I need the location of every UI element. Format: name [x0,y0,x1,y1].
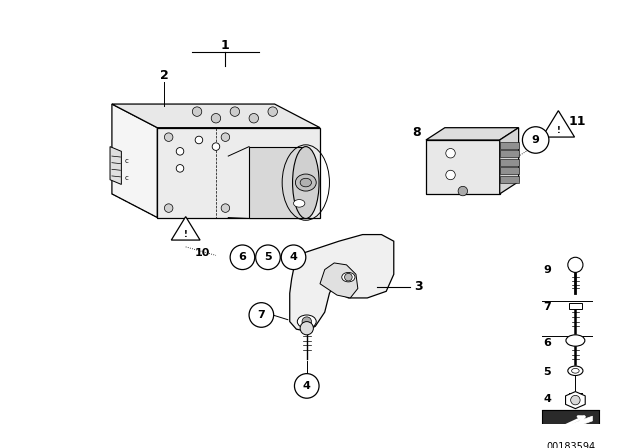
Circle shape [176,147,184,155]
Circle shape [281,245,306,270]
Polygon shape [500,128,518,194]
Text: !: ! [556,126,560,135]
Polygon shape [112,104,157,218]
Polygon shape [566,392,585,409]
Text: 2: 2 [159,69,168,82]
Circle shape [192,107,202,116]
Circle shape [230,245,255,270]
Ellipse shape [298,315,316,328]
Polygon shape [172,216,200,240]
Text: 7: 7 [257,310,265,320]
Text: 9: 9 [543,265,551,275]
Circle shape [268,107,277,116]
Ellipse shape [292,146,319,219]
Circle shape [344,273,352,281]
Text: 11: 11 [568,115,586,128]
Circle shape [256,245,280,270]
Text: 9: 9 [532,135,540,145]
Circle shape [571,396,580,405]
Circle shape [294,374,319,398]
Polygon shape [320,263,358,298]
Circle shape [302,317,312,326]
Text: !: ! [184,229,188,238]
Polygon shape [112,104,320,128]
Polygon shape [426,140,500,194]
Circle shape [176,164,184,172]
Text: 00183594: 00183594 [546,442,595,448]
Circle shape [195,136,203,144]
Ellipse shape [300,178,312,187]
Text: 7: 7 [543,302,551,312]
Ellipse shape [294,199,305,207]
Ellipse shape [566,335,585,346]
Text: 4: 4 [303,381,310,391]
Text: 4: 4 [289,252,298,262]
Circle shape [211,113,221,123]
Circle shape [249,303,274,327]
Text: c: c [125,158,129,164]
Circle shape [300,322,314,335]
Bar [569,303,582,309]
Polygon shape [542,111,575,137]
Ellipse shape [568,366,583,375]
Circle shape [212,143,220,151]
Polygon shape [426,128,518,140]
Polygon shape [110,146,122,185]
Circle shape [458,186,468,196]
Circle shape [221,204,230,212]
Polygon shape [249,146,306,219]
Circle shape [164,133,173,142]
Circle shape [446,170,455,180]
Text: 10: 10 [195,249,211,258]
Text: 1: 1 [221,39,230,52]
Circle shape [221,133,230,142]
Ellipse shape [296,174,316,191]
Text: 3: 3 [415,280,423,293]
Text: 8: 8 [412,126,420,139]
Bar [500,168,518,174]
Ellipse shape [572,368,579,373]
Circle shape [568,257,583,272]
Circle shape [249,113,259,123]
Bar [500,159,518,165]
Polygon shape [290,235,394,331]
Text: 5: 5 [543,367,551,377]
Text: 6: 6 [239,252,246,262]
Bar [500,176,518,182]
Text: 5: 5 [264,252,272,262]
Ellipse shape [342,272,355,282]
Circle shape [164,204,173,212]
Polygon shape [157,128,320,218]
Bar [500,142,518,148]
Circle shape [522,127,549,153]
Bar [542,409,599,438]
Text: 4: 4 [543,394,551,404]
Circle shape [230,107,239,116]
Text: c: c [125,175,129,181]
Circle shape [446,148,455,158]
Text: 6: 6 [543,338,551,349]
Bar [500,151,518,157]
Polygon shape [547,416,593,431]
